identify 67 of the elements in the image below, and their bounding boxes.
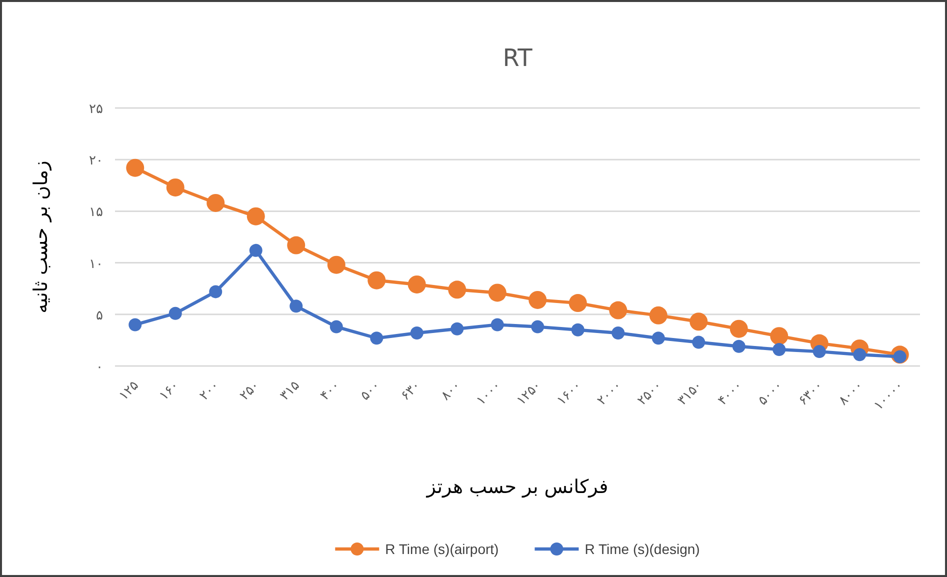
point: [490, 318, 504, 332]
point: [126, 158, 144, 177]
x-tick-label: ۱۰۰۰۰: [871, 378, 907, 414]
point: [770, 327, 788, 346]
y-axis-title: زمان بر حسب ثانیه: [30, 160, 52, 314]
point: [488, 284, 506, 302]
point: [370, 332, 384, 345]
point: [166, 178, 184, 196]
y-tick-label: ۲۰: [89, 154, 103, 169]
x-tick-label: ۲۰۰۰: [594, 378, 625, 409]
point: [528, 290, 547, 309]
point: [327, 256, 346, 274]
point: [168, 306, 182, 320]
point: [732, 340, 746, 353]
x-tick-label: ۱۰۰۰: [474, 378, 504, 409]
point: [410, 326, 424, 340]
point: [612, 326, 625, 340]
y-tick-label: ۱۰: [89, 256, 103, 272]
y-tick-label: ۰: [96, 360, 103, 375]
x-tick-label: ۵۰۰۰: [756, 378, 786, 409]
x-tick-label: ۲۵۰۰: [634, 378, 666, 409]
point: [690, 312, 708, 331]
point: [812, 345, 826, 358]
point: [128, 318, 142, 332]
point: [450, 322, 464, 336]
x-tick-label: ۶۳۰: [398, 378, 424, 404]
x-tick-label: ۱۲۵: [116, 378, 142, 404]
legend-label: R Time (s)(airport): [385, 541, 499, 557]
x-tick-label: ۱۲۵۰: [514, 378, 544, 409]
x-tick-label: ۵۰۰: [358, 378, 384, 404]
point: [692, 336, 706, 349]
point: [568, 294, 587, 312]
x-tick-label: ۴۰۰: [318, 378, 344, 404]
x-tick-label: ۴۰۰۰: [715, 378, 746, 409]
x-tick-label: ۲۰۰: [197, 378, 222, 404]
x-tick-label: ۳۱۵: [278, 378, 303, 404]
x-tick-label: ۱۶۰: [156, 378, 182, 404]
point: [571, 323, 584, 336]
point: [249, 244, 262, 257]
legend-label: R Time (s)(design): [584, 541, 700, 557]
point: [206, 194, 225, 212]
x-tick-label: ۸۰۰۰: [836, 378, 866, 409]
point: [772, 342, 786, 356]
point: [368, 271, 386, 290]
point: [531, 320, 544, 334]
point: [652, 332, 665, 345]
point: [246, 207, 265, 226]
x-tick-label: ۶۳۰۰: [796, 378, 826, 409]
y-tick-label: ۲۵: [89, 102, 104, 117]
chart-title: RT: [502, 44, 533, 72]
y-tick-label: ۱۵: [89, 205, 104, 220]
point: [290, 300, 303, 313]
y-tick-label: ۵: [96, 308, 104, 324]
point: [609, 301, 628, 320]
point: [448, 280, 466, 299]
x-tick-label: ۱۶۰۰: [554, 378, 585, 409]
point: [649, 306, 668, 324]
point: [853, 348, 866, 362]
point: [330, 320, 343, 334]
point: [730, 320, 748, 338]
x-tick-label: ۸۰۰: [438, 378, 464, 404]
x-axis-title: فرکانس بر حسب هرتز: [426, 476, 608, 498]
point: [408, 275, 426, 294]
point: [209, 285, 222, 298]
x-tick-label: ۲۵۰: [237, 378, 263, 404]
point: [287, 236, 306, 254]
x-tick-label: ۳۱۵۰: [675, 378, 706, 409]
